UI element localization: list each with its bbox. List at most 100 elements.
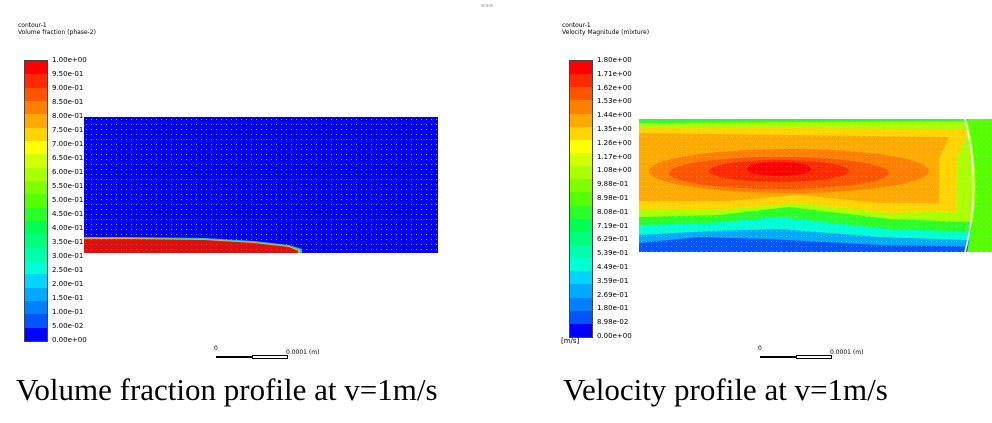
watermark: ▪▪▪ [481,2,494,9]
colorbar-segment [25,180,47,195]
colorbar-tick-label: 1.80e+00 [597,56,632,64]
colorbar-segment [570,179,592,193]
colorbar-segment [570,231,592,245]
scale-zero: 0 [758,345,762,352]
contour-header: contour-1 Volume fraction (phase-2) [18,22,96,36]
colorbar-tick-label: 2.69e-01 [597,290,629,299]
colorbar-tick-label: 2.50e-01 [52,266,84,274]
colorbar-segment [570,126,592,140]
colorbar-tick-label: 4.50e-01 [52,210,84,218]
colorbar-tick-label: 8.98e-01 [597,194,629,202]
colorbar-segment [570,258,592,272]
colorbar-segment [25,114,47,128]
colorbar-segment [570,218,592,232]
colorbar-tick-label: 1.53e+00 [597,97,632,106]
figure-caption: Velocity profile at v=1m/s [563,372,888,407]
colorbar-segment [570,87,592,101]
colorbar-tick-label: 6.29e-01 [597,235,629,244]
contour-variable: Volume fraction (phase-2) [18,29,96,36]
colorbar-segment [570,166,592,180]
colorbar-tick-label: 4.49e-01 [597,263,629,271]
colorbar-segment [570,61,592,75]
scale-label: 0.0001 (m) [830,349,864,356]
colorbar-segment [25,220,47,235]
contour-name: contour-1 [562,22,591,29]
colorbar-segment [570,310,592,324]
colorbar-segment [25,100,47,115]
colorbar-segment [25,154,47,168]
colorbar-tick-label: 1.17e+00 [597,152,632,161]
colorbar-tick-label: 1.80e-01 [597,304,629,313]
unit-label: [m/s] [561,337,580,345]
colorbar-segment [25,234,47,248]
contour-name: contour-1 [18,22,47,29]
scale-zero: 0 [214,345,218,352]
colorbar-tick-label: 1.00e+00 [52,56,87,64]
colorbar-tick-label: 0.00e+00 [52,336,87,344]
colorbar-tick-label: 8.08e-01 [597,207,629,216]
contour-variable: Velocity Magnitude (mixture) [562,29,650,36]
colorbar-segment [570,113,592,127]
colorbar-segment [570,100,592,114]
colorbar-segment [25,167,47,181]
colorbar-segment [25,127,47,141]
colorbar-segment [25,194,47,208]
figure-caption: Volume fraction profile at v=1m/s [16,372,438,407]
colorbar-segment [25,87,47,101]
velocity-panel: contour-1 Velocity Magnitude (mixture) 1… [545,0,992,423]
colorbar [24,60,48,342]
colorbar-tick-label: 5.00e-02 [52,322,84,330]
colorbar-segment [25,140,47,155]
colorbar-tick-label: 7.50e-01 [52,126,84,134]
colorbar-tick-label: 1.00e-01 [52,308,84,316]
colorbar-tick-label: 9.50e-01 [52,70,84,78]
velocity-contour [639,119,992,252]
colorbar-segment [25,61,47,75]
colorbar-tick-label: 3.59e-01 [597,276,629,285]
colorbar-segment [570,152,592,167]
colorbar-segment [25,300,47,315]
colorbar-tick-label: 1.50e-01 [52,294,84,302]
colorbar-segment [25,260,47,275]
colorbar-tick-label: 9.88e-01 [597,180,629,189]
colorbar-tick-label: 1.26e+00 [597,138,632,147]
colorbar-segment [570,244,592,259]
colorbar-segment [25,287,47,301]
volume-fraction-contour [84,117,438,253]
colorbar-tick-label: 1.62e+00 [597,83,632,92]
volume-fraction-panel: contour-1 Volume fraction (phase-2) 1.00… [16,22,438,407]
colorbar-tick-label: 9.00e-01 [52,84,84,92]
colorbar-tick-label: 1.44e+00 [597,111,632,120]
colorbar-segment [570,323,592,337]
colorbar-tick-label: 6.50e-01 [52,154,84,162]
colorbar [569,60,593,338]
colorbar-tick-label: 7.00e-01 [52,140,84,148]
colorbar-segment [570,297,592,311]
colorbar-tick-label: 1.08e+00 [597,166,632,175]
colorbar-segment [570,205,592,219]
colorbar-tick-label: 7.19e-01 [597,221,629,230]
colorbar-tick-label: 5.39e-01 [597,249,629,258]
colorbar-tick-label: 5.50e-01 [52,182,84,190]
colorbar-tick-label: 2.00e-01 [52,280,84,288]
colorbar-segment [570,74,592,88]
colorbar-tick-label: 8.98e-02 [597,318,629,327]
colorbar-tick-label: 3.00e-01 [52,252,84,260]
colorbar-segment [25,247,47,261]
colorbar-segment [25,207,47,221]
colorbar-tick-label: 1.35e+00 [597,125,632,133]
colorbar-segment [25,74,47,88]
colorbar-segment [25,274,47,288]
colorbar-segment [570,284,592,298]
scale-label: 0.0001 (m) [286,349,320,356]
colorbar-tick-label: 1.71e+00 [597,69,632,78]
colorbar-tick-label: 6.00e-01 [52,168,84,176]
colorbar-segment [570,192,592,206]
colorbar-tick-label: 5.00e-01 [52,196,84,204]
colorbar-segment [570,139,592,153]
colorbar-tick-label: 8.50e-01 [52,98,84,106]
contour-header: contour-1 Velocity Magnitude (mixture) [562,22,649,36]
colorbar-tick-label: 8.00e-01 [52,112,84,120]
colorbar-segment [25,327,47,341]
colorbar-tick-label: 4.00e-01 [52,224,84,232]
